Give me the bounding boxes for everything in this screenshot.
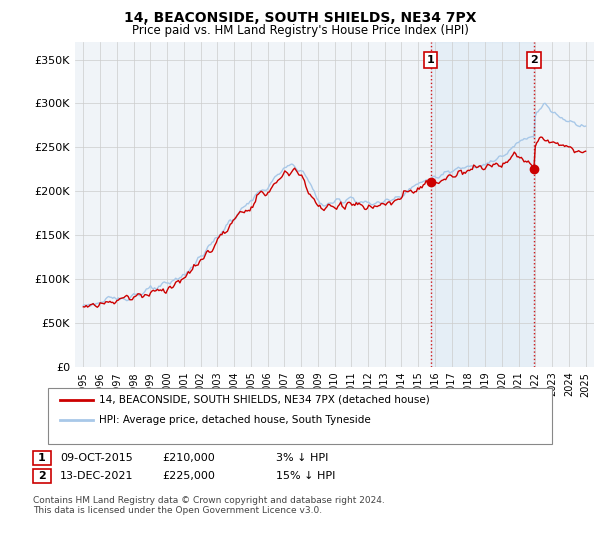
Text: HPI: Average price, detached house, South Tyneside: HPI: Average price, detached house, Sout… [99, 415, 371, 425]
Text: 2: 2 [530, 55, 538, 65]
Text: 1: 1 [427, 55, 434, 65]
Text: 13-DEC-2021: 13-DEC-2021 [60, 471, 133, 481]
Text: 14, BEACONSIDE, SOUTH SHIELDS, NE34 7PX (detached house): 14, BEACONSIDE, SOUTH SHIELDS, NE34 7PX … [99, 395, 430, 405]
Text: 09-OCT-2015: 09-OCT-2015 [60, 452, 133, 463]
Text: 2: 2 [38, 471, 46, 481]
Bar [431, 42, 534, 367]
Text: 14, BEACONSIDE, SOUTH SHIELDS, NE34 7PX: 14, BEACONSIDE, SOUTH SHIELDS, NE34 7PX [124, 11, 476, 25]
Text: 1: 1 [38, 452, 46, 463]
Text: Price paid vs. HM Land Registry's House Price Index (HPI): Price paid vs. HM Land Registry's House … [131, 24, 469, 36]
Text: 15% ↓ HPI: 15% ↓ HPI [276, 471, 335, 481]
Text: £210,000: £210,000 [162, 452, 215, 463]
Text: 3% ↓ HPI: 3% ↓ HPI [276, 452, 328, 463]
Text: £225,000: £225,000 [162, 471, 215, 481]
Text: Contains HM Land Registry data © Crown copyright and database right 2024.
This d: Contains HM Land Registry data © Crown c… [33, 496, 385, 515]
